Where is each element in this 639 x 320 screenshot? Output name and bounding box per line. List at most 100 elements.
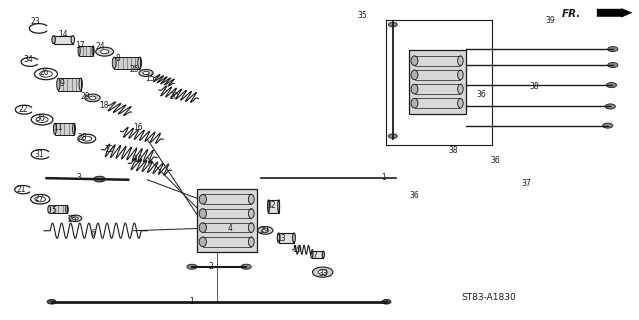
Text: 34: 34	[23, 55, 33, 64]
Bar	[279, 233, 294, 243]
Bar	[58, 78, 81, 91]
Text: 9: 9	[59, 79, 65, 88]
Ellipse shape	[199, 195, 206, 204]
Text: ST83-A1830: ST83-A1830	[461, 293, 516, 302]
Ellipse shape	[48, 206, 50, 213]
Text: 28: 28	[77, 133, 87, 142]
Ellipse shape	[54, 123, 56, 134]
Text: 25: 25	[68, 215, 77, 224]
FancyArrow shape	[597, 8, 633, 18]
Circle shape	[608, 62, 618, 68]
Ellipse shape	[458, 84, 463, 94]
Circle shape	[143, 71, 150, 75]
Circle shape	[69, 215, 82, 221]
Ellipse shape	[71, 36, 74, 44]
Ellipse shape	[199, 209, 206, 218]
Text: 24: 24	[96, 42, 105, 52]
Bar	[79, 46, 93, 56]
Text: 36: 36	[490, 156, 500, 164]
Circle shape	[382, 300, 391, 304]
Ellipse shape	[411, 98, 418, 108]
Circle shape	[389, 22, 397, 27]
Ellipse shape	[322, 251, 325, 258]
Text: 32: 32	[267, 201, 277, 210]
Circle shape	[312, 267, 333, 277]
Text: 25: 25	[130, 65, 139, 74]
Circle shape	[85, 94, 100, 102]
Circle shape	[603, 123, 613, 128]
Bar	[54, 36, 73, 44]
Text: 3: 3	[77, 173, 82, 182]
Text: 31: 31	[34, 150, 43, 159]
Circle shape	[187, 264, 197, 269]
Text: 6: 6	[91, 229, 96, 238]
Text: 14: 14	[58, 30, 67, 39]
Text: 20: 20	[169, 92, 179, 101]
Text: 27: 27	[34, 194, 43, 204]
Circle shape	[47, 300, 56, 304]
Text: 26: 26	[39, 68, 49, 77]
Text: 33: 33	[318, 269, 328, 278]
Ellipse shape	[112, 57, 116, 68]
Circle shape	[100, 50, 109, 54]
Circle shape	[241, 264, 251, 269]
Ellipse shape	[249, 209, 254, 218]
Circle shape	[605, 104, 615, 109]
Text: 2: 2	[209, 262, 213, 271]
Text: 29: 29	[260, 226, 270, 235]
Text: 21: 21	[17, 185, 26, 194]
Text: 17: 17	[75, 41, 85, 51]
Ellipse shape	[411, 70, 418, 80]
Text: 37: 37	[522, 180, 532, 188]
Bar	[49, 205, 67, 213]
Circle shape	[96, 47, 114, 56]
Circle shape	[258, 227, 273, 234]
Text: 18: 18	[99, 101, 109, 110]
Text: 11: 11	[53, 123, 63, 132]
Text: 16: 16	[134, 123, 143, 132]
Bar	[55, 123, 74, 135]
Text: 38: 38	[449, 146, 458, 155]
Circle shape	[94, 176, 105, 182]
Ellipse shape	[268, 200, 270, 212]
Ellipse shape	[249, 223, 254, 232]
Text: 36: 36	[409, 190, 419, 200]
Ellipse shape	[78, 46, 80, 56]
Text: 19: 19	[293, 245, 302, 254]
Text: 10: 10	[134, 155, 143, 164]
Ellipse shape	[458, 70, 463, 80]
Text: 38: 38	[529, 82, 539, 91]
Ellipse shape	[411, 84, 418, 94]
Ellipse shape	[199, 223, 206, 232]
Ellipse shape	[249, 195, 254, 204]
Text: 35: 35	[357, 11, 367, 20]
Ellipse shape	[52, 36, 56, 44]
Text: 4: 4	[227, 224, 233, 233]
Text: 8: 8	[115, 53, 119, 62]
Ellipse shape	[277, 233, 280, 243]
Circle shape	[262, 229, 269, 232]
Circle shape	[89, 96, 96, 100]
Text: 13: 13	[277, 234, 286, 243]
Text: 23: 23	[31, 17, 40, 26]
Text: 15: 15	[145, 74, 155, 83]
Bar	[312, 251, 323, 258]
Ellipse shape	[458, 56, 463, 66]
Ellipse shape	[293, 233, 295, 243]
Ellipse shape	[249, 237, 254, 247]
Circle shape	[606, 83, 617, 88]
Text: 22: 22	[19, 105, 27, 114]
Circle shape	[608, 47, 618, 52]
Bar	[409, 50, 466, 114]
Ellipse shape	[57, 78, 60, 90]
Text: 5: 5	[51, 206, 56, 215]
Circle shape	[389, 134, 397, 138]
Ellipse shape	[311, 251, 313, 258]
Ellipse shape	[199, 237, 206, 247]
Circle shape	[318, 270, 327, 275]
Text: 30: 30	[35, 114, 45, 123]
Text: 12: 12	[104, 145, 114, 154]
Text: 1: 1	[190, 297, 194, 306]
Text: 36: 36	[476, 90, 486, 99]
Text: 29: 29	[81, 92, 90, 101]
